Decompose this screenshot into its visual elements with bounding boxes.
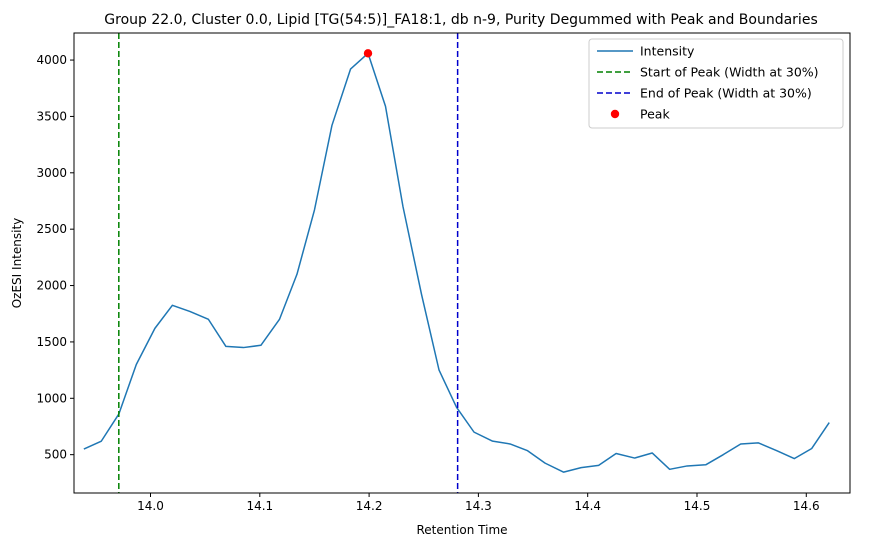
legend-item-start-of-peak: Start of Peak (Width at 30%) — [640, 65, 819, 80]
x-tick-label: 14.5 — [684, 499, 711, 513]
legend-item-intensity: Intensity — [640, 44, 695, 59]
intensity-point — [526, 449, 530, 453]
intensity-point — [99, 439, 103, 443]
y-tick-label: 2500 — [36, 222, 67, 236]
y-tick-label: 500 — [44, 448, 67, 462]
intensity-line — [83, 52, 830, 473]
intensity-point — [188, 309, 192, 313]
x-tick-label: 14.4 — [574, 499, 601, 513]
x-tick-label: 14.1 — [246, 499, 273, 513]
y-tick-label: 2000 — [36, 279, 67, 293]
intensity-point — [508, 442, 512, 446]
legend-item-peak: Peak — [640, 107, 670, 122]
x-tick-label: 14.2 — [356, 499, 383, 513]
intensity-point — [650, 451, 654, 455]
y-tick-label: 3000 — [36, 166, 67, 180]
intensity-point — [401, 205, 405, 209]
intensity-point — [259, 343, 263, 347]
plot-frame — [73, 32, 851, 494]
intensity-point — [312, 208, 316, 212]
intensity-point — [134, 362, 138, 366]
intensity-point — [562, 470, 566, 474]
intensity-point — [810, 446, 814, 450]
intensity-point — [597, 463, 601, 467]
intensity-point — [206, 317, 210, 321]
intensity-point — [739, 442, 743, 446]
legend-item-end-of-peak: End of Peak (Width at 30%) — [640, 86, 812, 101]
intensity-point — [330, 123, 334, 127]
intensity-point — [277, 317, 281, 321]
intensity-point — [241, 346, 245, 350]
y-tick-label: 1000 — [36, 391, 67, 405]
chart-title: Group 22.0, Cluster 0.0, Lipid [TG(54:5)… — [104, 12, 817, 28]
legend: Intensity Start of Peak (Width at 30%) End… — [588, 38, 844, 129]
intensity-point — [295, 272, 299, 276]
intensity-point — [668, 467, 672, 471]
intensity-point — [82, 447, 86, 451]
y-axis-label: OzESI Intensity — [10, 218, 24, 309]
peak-marker — [363, 49, 373, 58]
intensity-point — [383, 104, 387, 108]
intensity-point — [491, 439, 495, 443]
intensity-point — [704, 463, 708, 467]
intensity-point — [224, 344, 228, 348]
intensity-point — [792, 457, 796, 461]
y-tick-label: 3500 — [36, 109, 67, 123]
intensity-point — [153, 326, 157, 330]
y-tick-label: 1500 — [36, 335, 67, 349]
legend-box — [588, 38, 844, 129]
x-tick-label: 14.0 — [137, 499, 164, 513]
x-tick-label: 14.3 — [465, 499, 492, 513]
y-tick-label: 4000 — [36, 53, 67, 67]
legend-peak-marker — [610, 109, 620, 119]
intensity-point — [756, 441, 760, 445]
intensity-point — [685, 464, 689, 468]
intensity-point — [349, 67, 353, 71]
intensity-point — [827, 421, 831, 425]
intensity-point — [472, 430, 476, 434]
intensity-point — [579, 466, 583, 470]
intensity-point — [420, 293, 424, 297]
intensity-point — [775, 449, 779, 453]
intensity-point — [614, 452, 618, 456]
intensity-point — [633, 456, 637, 460]
intensity-point — [437, 368, 441, 372]
x-tick-label: 14.6 — [793, 499, 820, 513]
intensity-point — [170, 303, 174, 307]
x-axis-label: Retention Time — [416, 523, 507, 537]
intensity-point — [543, 461, 547, 465]
intensity-point — [721, 453, 725, 457]
